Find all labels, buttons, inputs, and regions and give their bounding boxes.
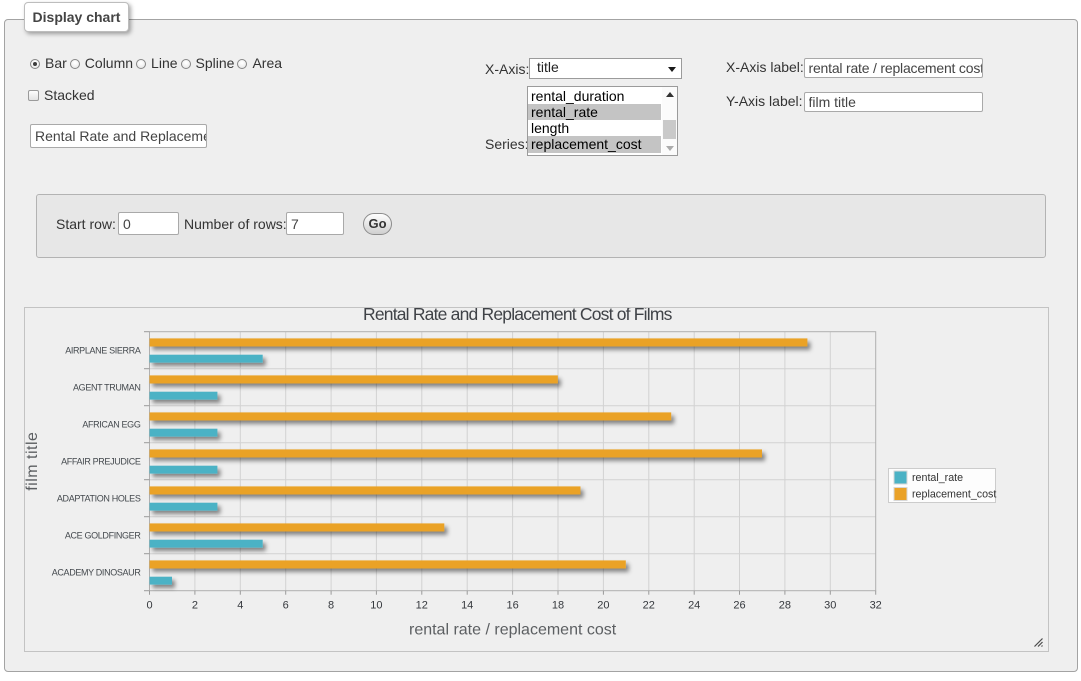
svg-text:6: 6: [283, 599, 289, 611]
svg-text:rental rate / replacement cost: rental rate / replacement cost: [409, 621, 617, 638]
svg-text:16: 16: [506, 599, 518, 611]
svg-text:24: 24: [688, 599, 700, 611]
svg-text:replacement_cost: replacement_cost: [912, 488, 996, 500]
svg-text:12: 12: [416, 599, 428, 611]
svg-text:Rental Rate and Replacement Co: Rental Rate and Replacement Cost of Film…: [363, 308, 673, 324]
svg-text:32: 32: [870, 599, 882, 611]
svg-text:14: 14: [461, 599, 473, 611]
svg-text:28: 28: [779, 599, 791, 611]
svg-text:AIRPLANE SIERRA: AIRPLANE SIERRA: [65, 345, 141, 355]
svg-text:ACADEMY DINOSAUR: ACADEMY DINOSAUR: [52, 567, 142, 577]
svg-text:22: 22: [643, 599, 655, 611]
svg-text:rental_rate: rental_rate: [912, 472, 963, 484]
svg-text:26: 26: [733, 599, 745, 611]
svg-text:8: 8: [328, 599, 334, 611]
svg-text:ACE GOLDFINGER: ACE GOLDFINGER: [65, 530, 141, 540]
svg-text:AFRICAN EGG: AFRICAN EGG: [82, 419, 141, 429]
svg-text:18: 18: [552, 599, 564, 611]
svg-text:30: 30: [824, 599, 836, 611]
svg-text:20: 20: [597, 599, 609, 611]
svg-text:4: 4: [237, 599, 243, 611]
svg-text:2: 2: [192, 599, 198, 611]
svg-text:ADAPTATION HOLES: ADAPTATION HOLES: [57, 493, 141, 503]
svg-text:AFFAIR PREJUDICE: AFFAIR PREJUDICE: [61, 456, 141, 466]
svg-text:AGENT TRUMAN: AGENT TRUMAN: [73, 382, 140, 392]
svg-text:0: 0: [146, 599, 152, 611]
svg-text:10: 10: [370, 599, 382, 611]
svg-text:film title: film title: [25, 431, 41, 490]
